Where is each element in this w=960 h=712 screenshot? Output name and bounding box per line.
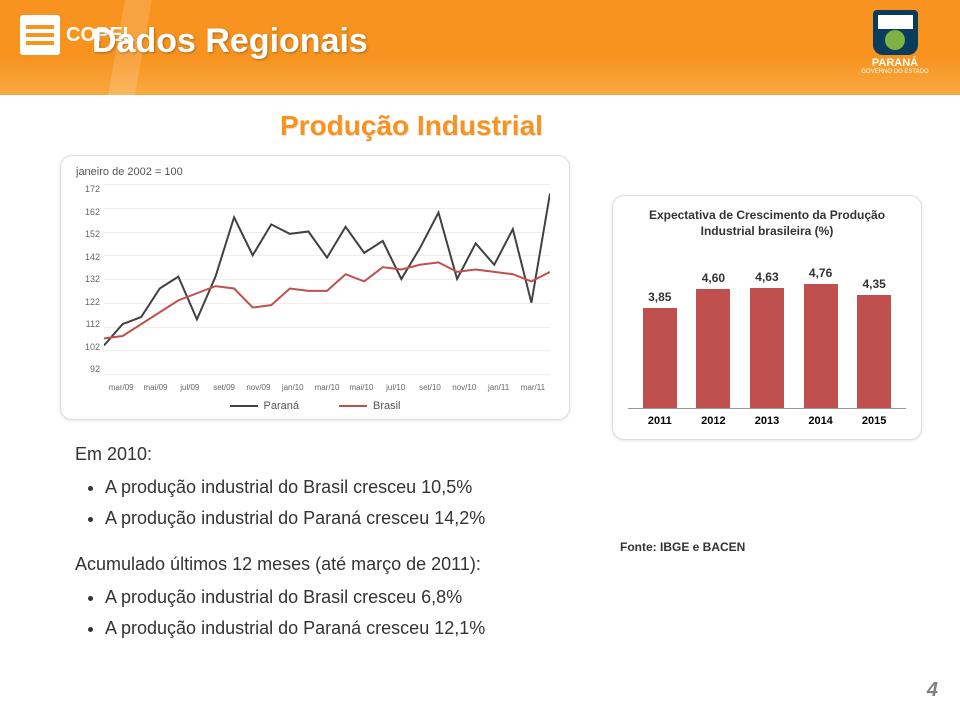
bar-value-label: 4,35 xyxy=(862,277,885,291)
y-tick: 142 xyxy=(76,252,100,262)
y-tick: 102 xyxy=(76,342,100,352)
x-tick: mar/09 xyxy=(104,383,138,392)
line-chart: 17216215214213212211210292 mar/09mai/09j… xyxy=(76,184,554,374)
x-tick: mai/10 xyxy=(344,383,378,392)
line-series xyxy=(104,184,550,374)
bar-value-label: 4,60 xyxy=(702,271,725,285)
bar-chart-container: Expectativa de Crescimento da Produção I… xyxy=(612,195,922,440)
list-item: A produção industrial do Paraná cresceu … xyxy=(105,504,555,533)
y-tick: 162 xyxy=(76,207,100,217)
legend-label: Brasil xyxy=(373,400,401,412)
x-tick: jul/09 xyxy=(173,383,207,392)
body-text: Em 2010: A produção industrial do Brasil… xyxy=(75,440,555,661)
list-item: A produção industrial do Paraná cresceu … xyxy=(105,614,555,643)
legend-label: Paraná xyxy=(264,400,299,412)
bar-rect xyxy=(643,308,677,408)
y-tick: 132 xyxy=(76,274,100,284)
bar-title-line2: Industrial brasileira (%) xyxy=(701,224,834,238)
bullets-acumulado: A produção industrial do Brasil cresceu … xyxy=(105,583,555,643)
bar-column: 3,85 xyxy=(643,290,677,408)
x-tick: jul/10 xyxy=(379,383,413,392)
plot-area xyxy=(104,184,550,374)
legend-item: Paraná xyxy=(230,400,299,412)
page-title: Dados Regionais xyxy=(92,22,368,61)
list-item: A produção industrial do Brasil cresceu … xyxy=(105,583,555,612)
bullets-2010: A produção industrial do Brasil cresceu … xyxy=(105,473,555,533)
subtitle: Produção Industrial xyxy=(280,110,543,142)
x-tick: mar/11 xyxy=(516,383,550,392)
series-brasil xyxy=(104,262,550,338)
y-tick: 92 xyxy=(76,364,100,374)
y-tick: 152 xyxy=(76,229,100,239)
bar-title-line1: Expectativa de Crescimento da Produção xyxy=(649,208,885,222)
x-tick: jan/10 xyxy=(276,383,310,392)
bar-rect xyxy=(696,289,730,409)
x-axis: mar/09mai/09jul/09set/09nov/09jan/10mar/… xyxy=(104,383,550,392)
bars-area: 3,85 4,60 4,63 4,76 4,35 xyxy=(628,254,906,409)
parana-sublabel: GOVERNO DO ESTADO xyxy=(861,69,928,75)
parana-shield-icon xyxy=(873,10,918,55)
list-item: A produção industrial do Brasil cresceu … xyxy=(105,473,555,502)
line-chart-container: janeiro de 2002 = 100 172 162 152 142 132 122… xyxy=(60,155,570,420)
bar-chart-title: Expectativa de Crescimento da Produção I… xyxy=(628,208,906,239)
y-axis: 172 162 152 142 132 122 112 102 92 xyxy=(76,184,100,374)
page-number: 4 xyxy=(927,679,938,702)
legend-item: Brasil xyxy=(339,400,401,412)
bar-x-label: 2011 xyxy=(643,415,677,427)
copel-icon xyxy=(20,15,60,55)
grid-line xyxy=(104,374,550,375)
bar-rect xyxy=(750,288,784,408)
bar-x-label: 2015 xyxy=(857,415,891,427)
bar-rect xyxy=(804,284,838,408)
header-band: COPEL PARANÁ GOVERNO DO ESTADO Dados Reg… xyxy=(0,0,960,95)
line-legend: Paraná Brasil xyxy=(76,400,554,412)
logo-parana: PARANÁ GOVERNO DO ESTADO xyxy=(860,10,930,80)
bar-x-label: 2014 xyxy=(804,415,838,427)
x-tick: nov/09 xyxy=(241,383,275,392)
y-tick: 112 xyxy=(76,319,100,329)
legend-swatch xyxy=(339,405,367,408)
x-tick: jan/11 xyxy=(481,383,515,392)
x-tick: set/09 xyxy=(207,383,241,392)
x-tick: set/10 xyxy=(413,383,447,392)
bar-value-label: 4,76 xyxy=(809,266,832,280)
x-tick: nov/10 xyxy=(447,383,481,392)
y-tick: 172 xyxy=(76,184,100,194)
bar-x-label: 2012 xyxy=(696,415,730,427)
legend-swatch xyxy=(230,405,258,408)
source-note: Fonte: IBGE e BACEN xyxy=(620,540,745,554)
bar-value-label: 3,85 xyxy=(648,290,671,304)
bar-x-labels: 2011 2012 2013 2014 2015 xyxy=(628,415,906,427)
lead-2010: Em 2010: xyxy=(75,440,555,469)
bar-x-label: 2013 xyxy=(750,415,784,427)
x-tick: mar/10 xyxy=(310,383,344,392)
bar-value-label: 4,63 xyxy=(755,270,778,284)
bar-column: 4,76 xyxy=(804,266,838,408)
y-tick: 122 xyxy=(76,297,100,307)
bar-column: 4,35 xyxy=(857,277,891,408)
lead-acumulado: Acumulado últimos 12 meses (até março de… xyxy=(75,550,555,579)
x-tick: mai/09 xyxy=(138,383,172,392)
bar-column: 4,60 xyxy=(696,271,730,409)
parana-label: PARANÁ xyxy=(872,57,918,69)
line-chart-note: janeiro de 2002 = 100 xyxy=(76,166,554,178)
bar-rect xyxy=(857,295,891,408)
bar-column: 4,63 xyxy=(750,270,784,408)
